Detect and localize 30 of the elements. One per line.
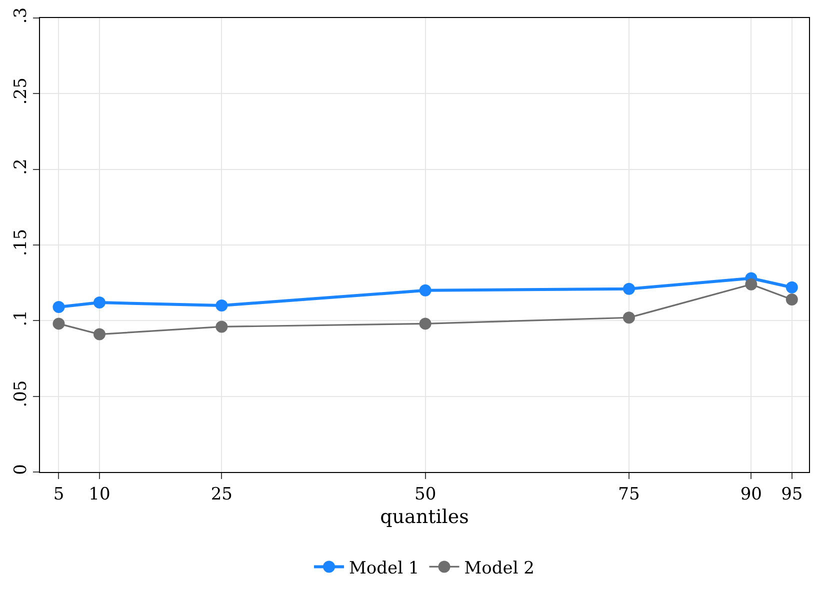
y-tick-label: .3 bbox=[11, 7, 32, 24]
point bbox=[419, 284, 432, 296]
point bbox=[622, 312, 635, 324]
point bbox=[786, 281, 798, 294]
y-tick-label: 0 bbox=[11, 464, 32, 475]
x-tick-label: 90 bbox=[740, 484, 762, 504]
y-tick-label: .1 bbox=[11, 310, 32, 326]
y-tick-label: .05 bbox=[11, 380, 32, 408]
point bbox=[786, 293, 798, 306]
y-tick-label: .15 bbox=[11, 228, 32, 256]
x-tick-label: 25 bbox=[210, 484, 232, 504]
x-tick-label: 50 bbox=[414, 484, 436, 504]
point bbox=[745, 278, 758, 290]
point bbox=[93, 328, 106, 340]
legend-label: Model 1 bbox=[349, 558, 420, 578]
x-tick-label: 75 bbox=[618, 484, 640, 504]
point bbox=[216, 300, 228, 312]
point bbox=[622, 282, 635, 295]
y-tick-label: .25 bbox=[11, 78, 32, 105]
point bbox=[52, 318, 65, 330]
legend-label: Model 2 bbox=[464, 558, 534, 578]
point bbox=[419, 318, 432, 330]
x-tick-label: 95 bbox=[781, 484, 803, 504]
point bbox=[52, 301, 65, 314]
point bbox=[93, 296, 106, 309]
x-axis-title: quantiles bbox=[380, 506, 469, 528]
x-tick-label: 5 bbox=[53, 484, 64, 504]
y-tick-label: .2 bbox=[11, 158, 32, 175]
x-tick-label: 10 bbox=[88, 484, 110, 504]
point bbox=[216, 320, 228, 333]
